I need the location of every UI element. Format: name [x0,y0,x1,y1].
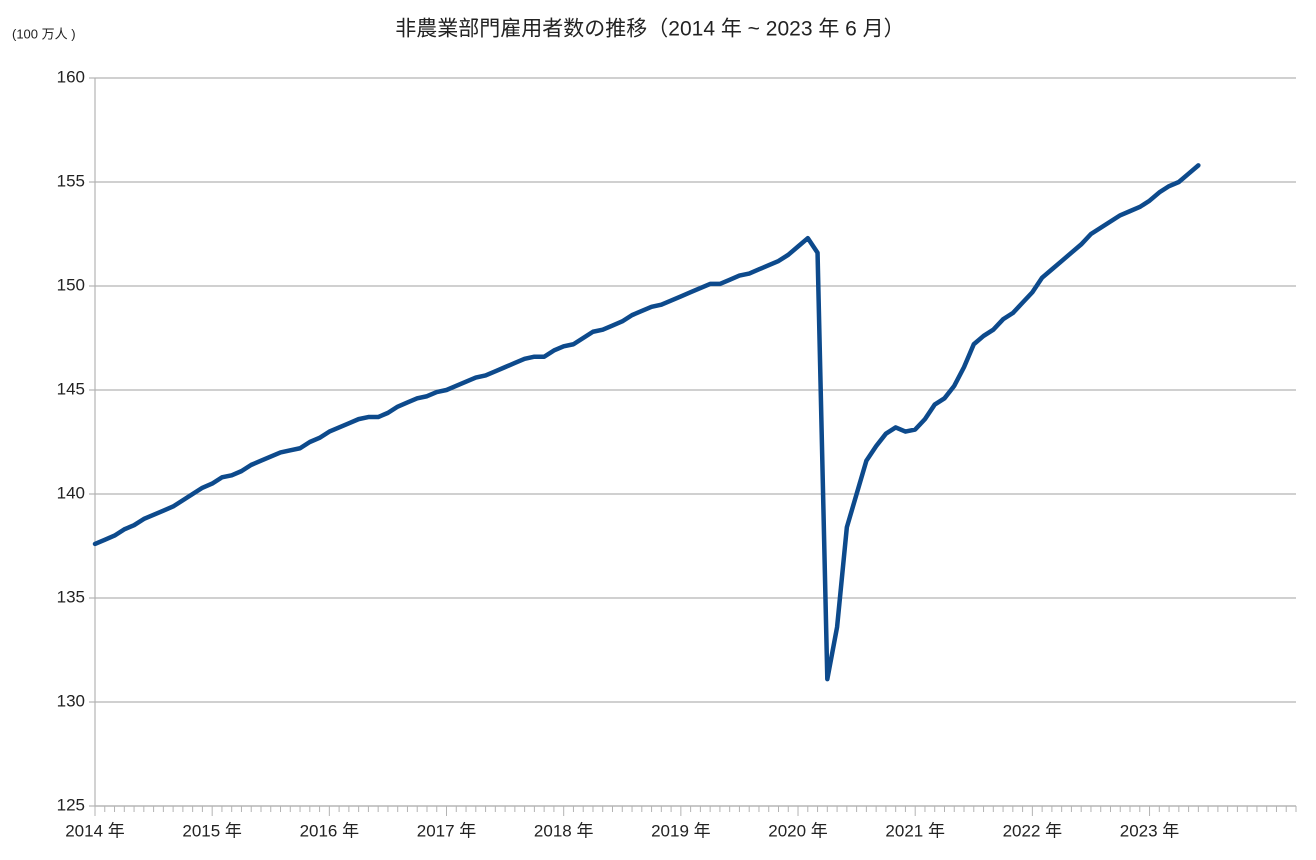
x-tick-label: 2019 年 [651,821,711,840]
y-tick-label: 130 [57,691,85,710]
x-tick-label: 2021 年 [885,821,945,840]
y-tick-label: 155 [57,171,85,190]
x-tick-label: 2015 年 [182,821,242,840]
x-tick-label: 2016 年 [300,821,360,840]
y-tick-label: 160 [57,67,85,86]
chart-title: 非農業部門雇用者数の推移（2014 年 ~ 2023 年 6 月） [395,18,904,41]
x-tick-label: 2017 年 [417,821,477,840]
x-tick-label: 2023 年 [1120,821,1180,840]
y-tick-label: 150 [57,275,85,294]
x-tick-label: 2022 年 [1003,821,1063,840]
y-tick-label: 145 [57,379,85,398]
x-tick-label: 2018 年 [534,821,594,840]
x-tick-label: 2020 年 [768,821,828,840]
y-tick-label: 135 [57,587,85,606]
x-tick-label: 2014 年 [65,821,125,840]
y-tick-label: 125 [57,795,85,814]
y-unit: (100 万人 ) [12,26,76,41]
y-tick-label: 140 [57,483,85,502]
data-line [92,163,1201,682]
